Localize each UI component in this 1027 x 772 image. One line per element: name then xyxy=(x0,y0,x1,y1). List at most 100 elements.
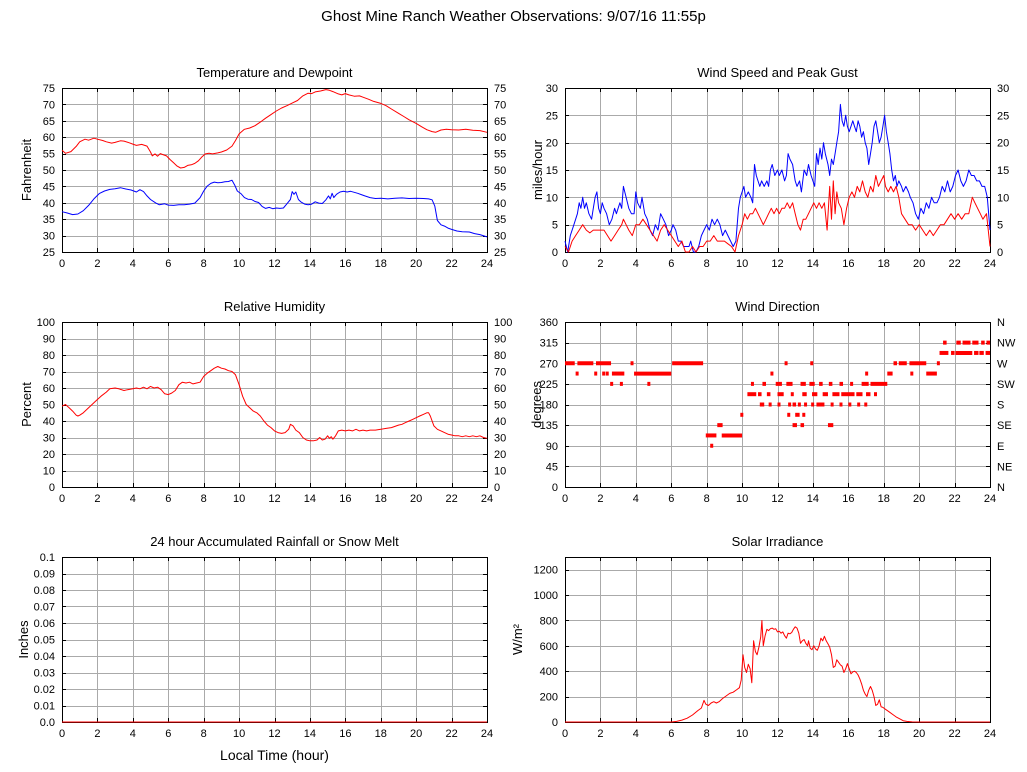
x-tick-label: 2 xyxy=(94,493,100,505)
y-tick-label: 1000 xyxy=(534,590,558,602)
y-tick-label-right: 70 xyxy=(494,99,506,111)
x-tick-label: 8 xyxy=(704,493,710,505)
y-tick-label-right: E xyxy=(997,441,1004,453)
y-tick-label-right: 45 xyxy=(494,181,506,193)
x-tick-label: 10 xyxy=(233,493,245,505)
series-temperature xyxy=(61,89,488,169)
y-tick-label-right: 15 xyxy=(997,165,1009,177)
tick-marks xyxy=(62,557,488,723)
y-tick-label-right: 90 xyxy=(494,334,506,346)
y-tick-label: 0.06 xyxy=(34,618,55,630)
x-tick-label: 16 xyxy=(339,258,351,270)
y-tick-label: 25 xyxy=(546,110,558,122)
y-tick-label: 10 xyxy=(546,192,558,204)
chart-title: 24 hour Accumulated Rainfall or Snow Mel… xyxy=(150,534,399,549)
x-tick-label: 8 xyxy=(201,258,207,270)
series-solar-irradiance xyxy=(565,620,990,723)
y-tick-label-right: 20 xyxy=(997,138,1009,150)
y-tick-label-right: 10 xyxy=(997,192,1009,204)
y-tick-label: 200 xyxy=(540,692,558,704)
chart-title: Solar Irradiance xyxy=(732,534,824,549)
y-tick-label: 60 xyxy=(43,383,55,395)
y-tick-label: 55 xyxy=(43,149,55,161)
y-tick-label: 0 xyxy=(49,482,55,494)
x-tick-label: 4 xyxy=(130,728,136,740)
y-tick-label-right: 65 xyxy=(494,116,506,128)
y-tick-label-right: 60 xyxy=(494,132,506,144)
grid xyxy=(62,322,487,487)
y-tick-label: 80 xyxy=(43,350,55,362)
grid xyxy=(62,557,487,722)
y-tick-label: 0.01 xyxy=(34,701,55,713)
x-tick-label: 4 xyxy=(633,493,639,505)
y-tick-label-right: 80 xyxy=(494,350,506,362)
x-tick-label: 2 xyxy=(597,258,603,270)
x-tick-label: 10 xyxy=(736,493,748,505)
y-tick-label-right: S xyxy=(997,400,1004,412)
y-tick-label: 135 xyxy=(540,420,558,432)
y-tick-label: 10 xyxy=(43,466,55,478)
chart-solar-irradiance: 0 2 4 6 8 10 12 14 16 18 20 22 240200400600800100012… xyxy=(510,534,996,740)
y-tick-label-right: 55 xyxy=(494,149,506,161)
y-axis-label: W/m² xyxy=(510,623,525,655)
y-tick-label: 70 xyxy=(43,99,55,111)
x-tick-label: 2 xyxy=(94,728,100,740)
y-tick-label-right: 30 xyxy=(997,83,1009,95)
y-tick-label: 400 xyxy=(540,666,558,678)
y-tick-label-right: W xyxy=(997,358,1008,370)
x-tick-label: 2 xyxy=(597,728,603,740)
x-tick-label: 18 xyxy=(878,493,890,505)
x-tick-label: 20 xyxy=(410,493,422,505)
tick-marks xyxy=(62,322,488,488)
y-tick-label-right: 0 xyxy=(494,482,500,494)
y-tick-label: 70 xyxy=(43,367,55,379)
y-tick-label-right: 30 xyxy=(494,231,506,243)
y-tick-label-right: 50 xyxy=(494,400,506,412)
y-tick-label: 40 xyxy=(43,416,55,428)
y-tick-label-right: NW xyxy=(997,338,1016,350)
y-tick-label: 35 xyxy=(43,214,55,226)
x-tick-label: 22 xyxy=(445,493,457,505)
x-tick-label: 14 xyxy=(304,258,316,270)
y-tick-label-right: 40 xyxy=(494,198,506,210)
x-tick-label: 0 xyxy=(59,728,65,740)
y-tick-label-right: 70 xyxy=(494,367,506,379)
x-tick-label: 8 xyxy=(704,258,710,270)
x-tick-label: 22 xyxy=(445,728,457,740)
chart-title: Wind Speed and Peak Gust xyxy=(697,65,858,80)
x-tick-label: 24 xyxy=(984,728,996,740)
x-tick-label: 10 xyxy=(233,728,245,740)
y-tick-label: 0.02 xyxy=(34,684,55,696)
y-tick-label-right: 25 xyxy=(494,247,506,259)
y-tick-label: 270 xyxy=(540,358,558,370)
x-tick-label: 12 xyxy=(771,493,783,505)
x-tick-label: 4 xyxy=(633,258,639,270)
y-tick-label: 45 xyxy=(43,181,55,193)
x-tick-label: 8 xyxy=(201,493,207,505)
tick-marks xyxy=(565,557,991,723)
chart-title: Temperature and Dewpoint xyxy=(196,65,352,80)
x-tick-label: 0 xyxy=(59,258,65,270)
y-tick-label: 315 xyxy=(540,338,558,350)
x-tick-label: 12 xyxy=(771,728,783,740)
y-tick-label: 30 xyxy=(43,231,55,243)
x-tick-label: 24 xyxy=(481,258,493,270)
x-tick-label: 12 xyxy=(771,258,783,270)
y-tick-label: 0 xyxy=(552,482,558,494)
y-axis-label: miles/hour xyxy=(530,139,545,200)
x-tick-label: 24 xyxy=(984,493,996,505)
x-tick-label: 22 xyxy=(445,258,457,270)
y-tick-label: 25 xyxy=(43,247,55,259)
y-tick-label-right: 75 xyxy=(494,83,506,95)
y-tick-label: 50 xyxy=(43,165,55,177)
x-tick-label: 18 xyxy=(375,258,387,270)
x-tick-label: 12 xyxy=(268,728,280,740)
x-tick-label: 20 xyxy=(913,728,925,740)
y-tick-label: 180 xyxy=(540,400,558,412)
x-tick-label: 20 xyxy=(913,258,925,270)
x-tick-label: 10 xyxy=(233,258,245,270)
y-tick-label: 30 xyxy=(546,83,558,95)
y-tick-label: 360 xyxy=(540,317,558,329)
